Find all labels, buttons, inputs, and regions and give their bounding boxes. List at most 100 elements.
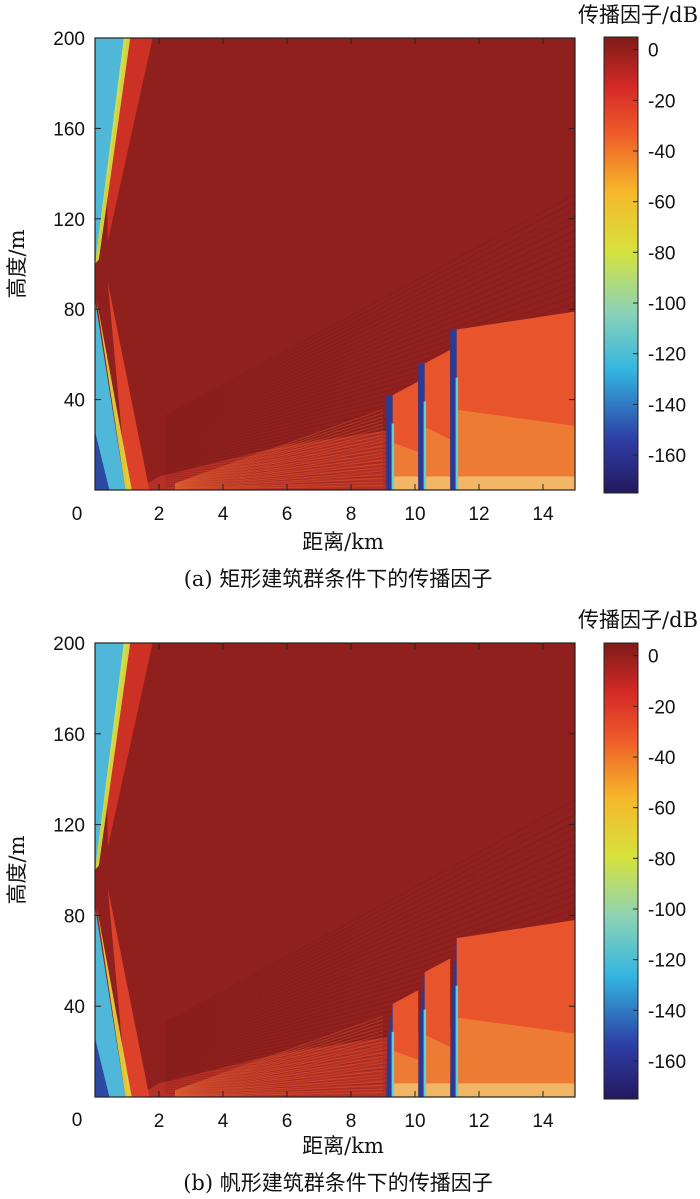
interference-fringe: [165, 843, 576, 1035]
heatmap-field-a: [95, 38, 576, 491]
ground-fringe: [174, 430, 384, 486]
y-origin-label-a: 0: [72, 504, 83, 525]
interference-fringe: [165, 259, 576, 433]
colorbar-tick-label: 0: [648, 647, 659, 668]
y-tick-label: 200: [53, 29, 85, 50]
building-group-b: [386, 919, 575, 1097]
interference-fringe: [165, 879, 576, 1044]
colorbar-tick-label: -100: [648, 294, 686, 315]
lower-shadow-core: [95, 1037, 110, 1097]
interference-fringe: [165, 222, 576, 424]
panel-a: 40 80 120 160 200 2 4 6 8 10 12 14 0 高度/m 距离/km (a…: [5, 3, 698, 591]
x-tick-label: 14: [532, 504, 554, 525]
y-tick-label: 160: [53, 119, 85, 140]
ground-fringe: [174, 474, 384, 490]
y-axis-label-a: 高度/m: [5, 229, 29, 298]
colorbar-tick-label: -140: [648, 395, 686, 416]
interference-fringe: [165, 273, 576, 437]
building-ground-glow: [424, 1083, 451, 1097]
interference-fringe: [165, 266, 576, 435]
x-tick-label: 10: [404, 1111, 425, 1132]
ground-fringe: [174, 1041, 384, 1094]
x-tick-label: 2: [154, 504, 165, 525]
ground-fringe: [174, 409, 384, 485]
ground-fringe: [174, 427, 384, 486]
building-shadow-bright: [424, 426, 451, 490]
ground-fringe: [174, 1019, 384, 1092]
ground-fringe: [174, 477, 384, 490]
x-tick-label: 4: [218, 504, 229, 525]
x-tick-label: 14: [532, 1111, 554, 1132]
y-tick-label: 40: [64, 997, 85, 1018]
interference-fringe: [165, 806, 576, 1026]
interference-fringe: [165, 864, 576, 1040]
colorbar-tick-label: -80: [648, 849, 675, 870]
caption-b: (b) 帆形建筑群条件下的传播因子: [183, 1171, 493, 1195]
x-axis-label-a: 距离/km: [302, 530, 384, 554]
sail-building: [450, 938, 457, 1097]
x-ticks-a: 2 4 6 8 10 12 14: [94, 38, 554, 525]
y-tick-label: 40: [64, 391, 85, 412]
ground-fringe: [174, 1070, 384, 1096]
lower-shadow-core: [95, 431, 110, 490]
building-edge-glow: [423, 1009, 427, 1097]
lower-shadow-edge: [96, 906, 132, 1097]
ground-fringe: [174, 423, 384, 486]
interference-fringe: [165, 821, 576, 1029]
ground-fringe: [174, 1088, 384, 1097]
interference-fringe: [165, 280, 576, 439]
ground-fringe: [174, 1033, 384, 1093]
interference-fringe: [165, 193, 576, 417]
colorbar-label-b: 传播因子/dB: [578, 608, 698, 632]
x-tick-label: 10: [404, 504, 425, 525]
colorbar-ticks-a: 0 -20 -40 -60 -80 -100 -120 -140 -160: [633, 41, 686, 467]
colorbar-tick-label: -60: [648, 799, 675, 820]
interference-fringe: [165, 230, 576, 426]
ground-fringe: [174, 456, 384, 488]
ground-fringe: [174, 470, 384, 489]
building-shadow-bright: [424, 1034, 451, 1097]
ground-fringe: [174, 1066, 384, 1096]
x-tick-label: 2: [154, 1111, 165, 1132]
lower-shadow-zone: [95, 906, 126, 1097]
interference-fringe: [165, 208, 576, 421]
colorbar-tick-label: -160: [648, 1052, 686, 1073]
panel-b: 40 80 120 160 200 2 4 6 8 10 12 14 0 高度/m 距离/km (b…: [5, 608, 698, 1195]
colorbar-tick-label: -120: [648, 951, 686, 972]
y-tick-label: 80: [64, 300, 85, 321]
interference-fringe: [165, 237, 576, 428]
rect-building: [386, 395, 393, 490]
x-tick-label: 12: [468, 1111, 489, 1132]
x-tick-label: 12: [468, 504, 489, 525]
ground-fringe: [174, 445, 384, 487]
colorbar-tick-label: -80: [648, 243, 675, 264]
colorbar-tick-label: -120: [648, 345, 686, 366]
colorbar-a: 0 -20 -40 -60 -80 -100 -120 -140 -160 传播因子/dB: [578, 3, 698, 494]
ground-fringe: [174, 1077, 384, 1096]
x-tick-label: 6: [282, 1111, 293, 1132]
y-tick-label: 120: [53, 816, 85, 837]
colorbar-tick-label: -20: [648, 697, 675, 718]
y-tick-label: 80: [64, 906, 85, 927]
building-group-a: [386, 311, 575, 490]
ground-fringe: [174, 1026, 384, 1092]
ground-fringe: [174, 452, 384, 488]
x-tick-label: 8: [346, 1111, 357, 1132]
colorbar-label-a: 传播因子/dB: [578, 3, 698, 27]
colorbar-tick-label: -40: [648, 142, 675, 163]
building-edge-glow: [391, 1031, 395, 1097]
colorbar-tick-label: -140: [648, 1001, 686, 1022]
building-ground-glow: [424, 476, 451, 490]
y-tick-label: 160: [53, 725, 85, 746]
ground-fringe: [174, 416, 384, 485]
interference-fringe: [165, 814, 576, 1027]
rect-building: [418, 363, 425, 490]
ground-fringe: [174, 1084, 384, 1097]
rect-building: [450, 329, 457, 490]
x-tick-label: 6: [282, 504, 293, 525]
building-edge-glow: [391, 423, 395, 490]
sail-building: [418, 972, 425, 1097]
upper-shadow-edge: [95, 38, 131, 264]
interference-fringe: [165, 894, 576, 1047]
ground-fringe: [174, 1055, 384, 1095]
